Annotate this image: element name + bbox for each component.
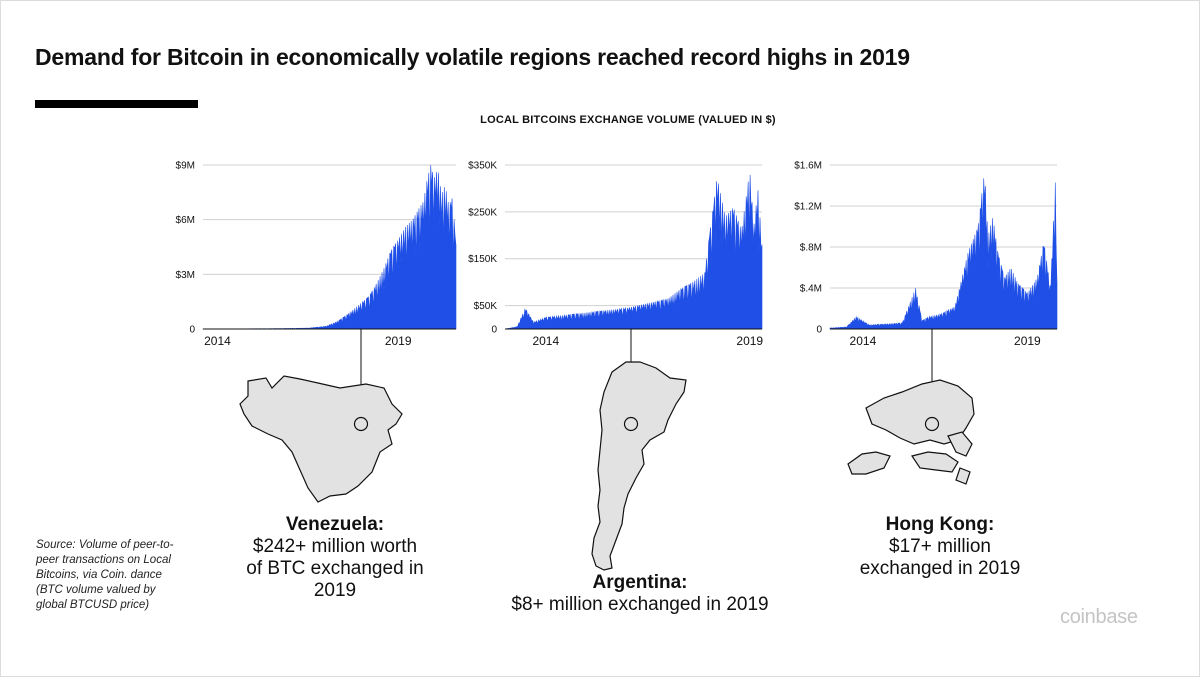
hong-kong-marker	[924, 416, 940, 432]
region-line: $242+ million worth	[252, 536, 418, 557]
region-line: exchanged in 2019	[859, 558, 1021, 579]
region-line: $17+ million	[889, 536, 991, 557]
y-tick-label: 0	[189, 325, 195, 336]
chart-venezuela: 0 $3M $6M $9M 2014 2019	[176, 161, 457, 348]
venezuela-map	[239, 375, 403, 503]
y-tick-label: $.4M	[800, 284, 822, 295]
region-name-hong-kong: Hong Kong:	[885, 514, 995, 535]
argentina-map	[591, 361, 687, 571]
x-tick-label: 2019	[385, 334, 412, 348]
region-line: of BTC exchanged in	[246, 558, 424, 579]
chart-hong-kong: 0 $.4M $.8M $1.2M $1.6M 2014 2019	[794, 161, 1058, 348]
region-line: $8+ million exchanged in 2019	[511, 594, 769, 615]
y-tick-label: $50K	[474, 301, 498, 312]
venezuela-marker	[353, 416, 369, 432]
y-tick-label: $150K	[468, 254, 497, 265]
y-tick-label: 0	[816, 325, 822, 336]
y-tick-label: $3M	[176, 270, 195, 281]
series-area	[504, 174, 763, 330]
y-tick-label: $1.2M	[794, 202, 822, 213]
x-tick-label: 2014	[850, 334, 877, 348]
y-tick-label: 0	[491, 325, 497, 336]
y-tick-label: $250K	[468, 207, 497, 218]
region-line: 2019	[313, 580, 357, 601]
brand-logo: coinbase	[1060, 606, 1138, 628]
source-note: Source: Volume of peer-to-peer transacti…	[36, 539, 174, 611]
region-label-argentina: Argentina: $8+ million exchanged in 2019	[480, 572, 800, 616]
series-area	[202, 164, 457, 330]
y-tick-label: $1.6M	[794, 161, 822, 172]
x-tick-label: 2014	[532, 334, 559, 348]
page-title: Demand for Bitcoin in economically volat…	[35, 44, 910, 70]
region-name-argentina: Argentina:	[592, 572, 688, 593]
hong-kong-map	[847, 379, 975, 485]
y-tick-label: $6M	[176, 215, 195, 226]
region-label-hong-kong: Hong Kong: $17+ million exchanged in 201…	[820, 514, 1060, 580]
x-tick-label: 2019	[1014, 334, 1041, 348]
region-label-venezuela: Venezuela: $242+ million worth of BTC ex…	[200, 514, 470, 602]
chart-subtitle: LOCAL BITCOINS EXCHANGE VOLUME (VALUED I…	[480, 114, 776, 126]
y-tick-label: $350K	[468, 161, 497, 172]
chart-argentina: 0 $50K $150K $250K $350K 2014 2019	[468, 161, 763, 349]
region-name-venezuela: Venezuela:	[285, 514, 385, 535]
y-tick-label: $.8M	[800, 243, 822, 254]
x-tick-label: 2019	[736, 334, 763, 348]
title-rule	[35, 100, 198, 108]
argentina-marker	[623, 416, 639, 432]
x-tick-label: 2014	[204, 334, 231, 348]
series-area	[829, 178, 1058, 330]
y-tick-label: $9M	[176, 161, 195, 172]
